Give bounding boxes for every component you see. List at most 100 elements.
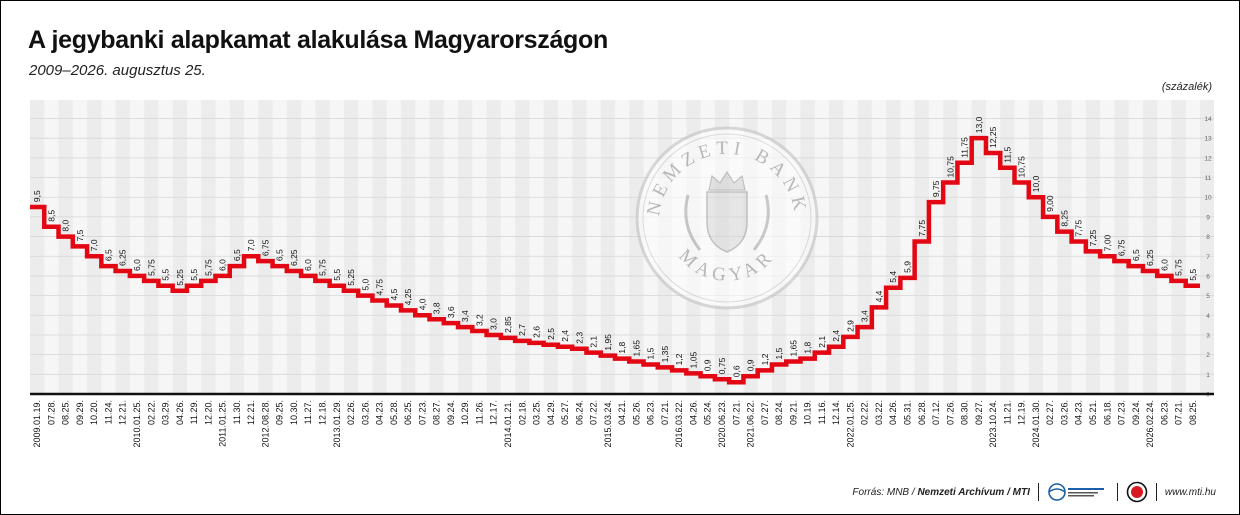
date-label: 02.22. (860, 400, 870, 425)
category-band (101, 100, 116, 394)
unit-label: (százalék) (1161, 81, 1212, 93)
value-label: 5,5 (1188, 269, 1198, 281)
value-label: 5,75 (146, 259, 156, 276)
category-band (1014, 100, 1029, 394)
category-band (928, 100, 944, 394)
footer-separator (1116, 483, 1118, 501)
date-label: 06.23. (1159, 400, 1169, 425)
footer-separator (1037, 483, 1039, 501)
y-tick-label: 11 (1205, 175, 1212, 182)
oak-branch-right (752, 194, 770, 251)
value-label: 6,25 (118, 249, 128, 266)
date-label: 11.30. (232, 400, 242, 424)
value-label: 6,0 (218, 259, 228, 271)
date-label: 04.26. (888, 400, 898, 425)
category-band (529, 100, 544, 394)
date-label: 09.29. (75, 400, 85, 425)
category-band (615, 100, 630, 394)
category-band (244, 100, 259, 394)
category-band (358, 100, 373, 394)
date-label: 07.23. (1117, 400, 1127, 425)
value-label: 6,5 (1131, 249, 1141, 261)
date-label: 12.18. (318, 400, 328, 425)
value-label: 1,5 (646, 347, 656, 359)
value-label: 1,05 (688, 352, 698, 369)
value-label: 5,75 (203, 259, 213, 276)
value-label: 1,65 (788, 340, 798, 357)
date-label: 02.18. (517, 400, 527, 425)
date-label: 09.27. (974, 400, 984, 425)
category-band (158, 100, 173, 394)
rate-step-line (30, 135, 1200, 385)
crown-shape (708, 170, 746, 191)
date-label: 05.27. (560, 400, 570, 425)
y-tick-label: 3 (1206, 332, 1210, 339)
value-label: 11,5 (1002, 147, 1012, 163)
category-band (500, 100, 516, 394)
value-label: 7,5 (75, 229, 85, 241)
date-label: 04.23. (375, 400, 385, 425)
value-label: 7,75 (1074, 220, 1084, 237)
date-label: 09.24. (1131, 400, 1141, 425)
value-label: 0,6 (731, 365, 741, 377)
website-link[interactable]: www.mti.hu (1164, 486, 1216, 498)
date-label: 12.14. (831, 400, 841, 425)
category-band (1071, 100, 1086, 394)
date-label: 08.25. (61, 400, 71, 425)
date-label: 02.22. (146, 400, 156, 425)
date-label: 2016.03.22. (674, 400, 684, 448)
y-tick-label: 5 (1206, 293, 1210, 300)
date-label: 05.28. (389, 400, 399, 425)
value-label: 2,1 (817, 336, 827, 348)
value-label: 9,00 (1045, 195, 1055, 212)
value-label: 2,9 (845, 320, 855, 332)
category-band (1157, 100, 1172, 394)
value-label: 5,9 (903, 261, 913, 273)
value-label: 6,0 (132, 259, 142, 271)
date-label: 07.21. (731, 400, 741, 425)
value-label: 4,75 (375, 279, 385, 296)
mnb-logo-watermark: NEMZETI BANK MAGYAR (635, 126, 819, 310)
value-label: 7,00 (1102, 234, 1112, 251)
value-label: 10,75 (945, 156, 955, 178)
category-band (472, 100, 487, 394)
date-label: 07.28. (46, 400, 56, 425)
category-band (415, 100, 430, 394)
category-band (186, 100, 202, 394)
y-tick-label: 10 (1204, 195, 1212, 202)
category-band (44, 100, 59, 394)
date-label: 03.26. (360, 400, 370, 425)
y-tick-label: 9 (1206, 214, 1210, 221)
y-tick-label: 6 (1206, 273, 1210, 280)
category-band (272, 100, 287, 394)
y-axis-ticks: 01234567891011121314 (1204, 116, 1212, 399)
category-band (1043, 100, 1058, 394)
date-label: 12.17. (489, 400, 499, 425)
footer: Forrás: MNB / Nemzeti Archívum / MTI www… (852, 481, 1216, 503)
date-label: 09.24. (446, 400, 456, 425)
date-label: 12.19. (1017, 400, 1027, 425)
date-label: 2024.01.30. (1031, 400, 1041, 448)
category-band (985, 100, 1001, 394)
date-label: 02.27. (1045, 400, 1055, 425)
value-label: 5,5 (189, 269, 199, 281)
date-label: 08.30. (960, 400, 970, 425)
value-label: 8,5 (46, 210, 56, 222)
date-label: 05.24. (703, 400, 713, 425)
y-tick-label: 7 (1206, 254, 1210, 261)
date-label: 2011.01.25. (218, 400, 228, 447)
date-label: 02.26. (346, 400, 356, 425)
date-label: 04.26. (688, 400, 698, 425)
value-label: 5,5 (332, 269, 342, 281)
value-label: 3,6 (446, 306, 456, 318)
value-label: 2,6 (532, 326, 542, 338)
y-tick-label: 13 (1204, 136, 1212, 143)
y-tick-label: 12 (1204, 155, 1212, 162)
value-label: 1,95 (603, 334, 613, 351)
mti-logo-icon (1126, 481, 1148, 503)
value-label: 4,25 (403, 289, 413, 306)
date-label: 09.25. (275, 400, 285, 425)
date-label: 07.21. (660, 400, 670, 425)
date-label: 08.27. (432, 400, 442, 425)
value-label: 3,2 (474, 314, 484, 326)
